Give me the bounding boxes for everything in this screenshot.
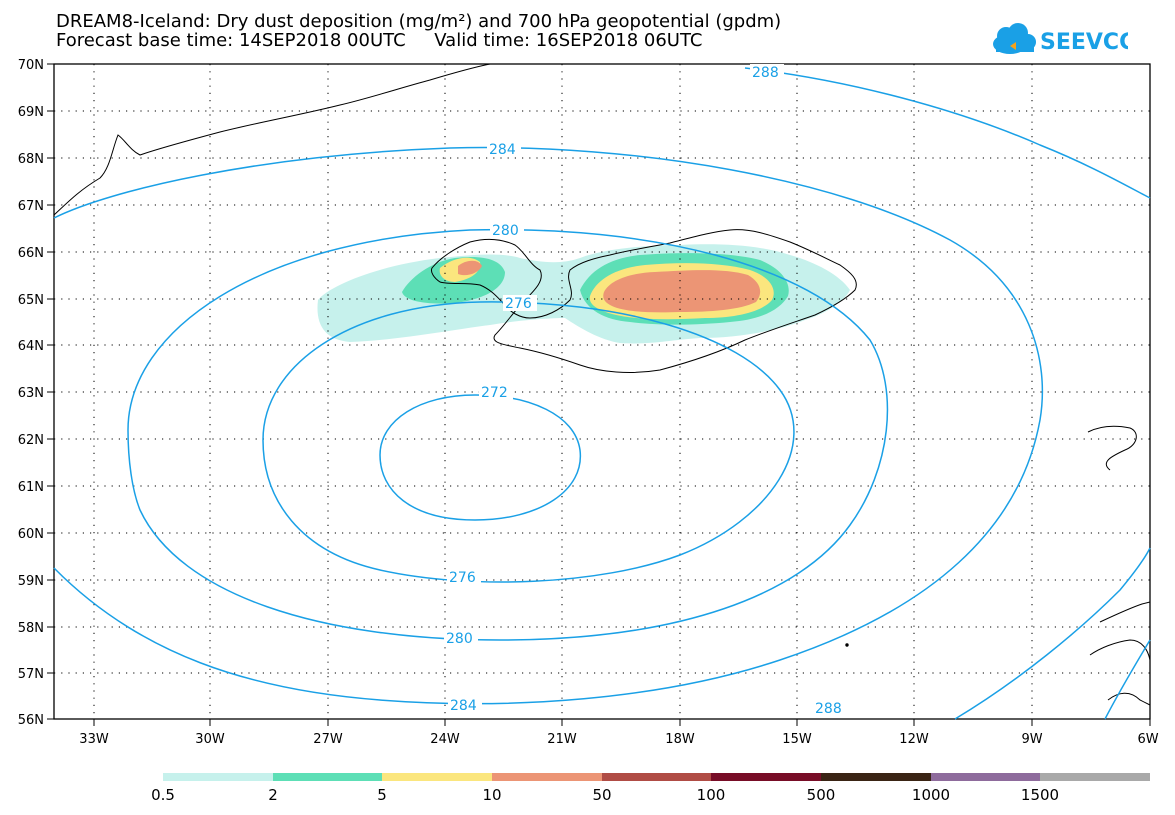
lat-label: 63N [18,386,44,401]
lon-label: 9W [1021,732,1042,747]
lat-label: 57N [18,667,44,682]
legend-label: 5 [377,786,387,804]
color-legend [163,773,1151,781]
lat-label: 66N [18,246,44,261]
lon-label: 15W [782,732,812,747]
contour-label: 276 [449,570,476,586]
legend-label: 1000 [911,786,951,804]
lat-label: 60N [18,527,44,542]
graticule [54,64,1150,719]
contour-label: 284 [489,142,516,158]
contour-280 [127,228,889,641]
legend-label: 1500 [1020,786,1060,804]
lon-label: 24W [430,732,460,747]
contour-label: 280 [446,631,473,647]
legend-label: 500 [806,786,836,804]
contour-label: 276 [505,296,532,312]
legend-swatch [601,773,712,781]
tick-marks [47,63,1151,726]
lon-label: 21W [547,732,577,747]
lon-label: 33W [79,732,109,747]
lat-label: 61N [18,480,44,495]
contour-label: 288 [815,701,842,717]
contour-276 [262,301,795,583]
contour-284 [53,146,1044,705]
cloud-icon [993,23,1036,54]
lat-label: 59N [18,574,44,589]
contour-272 [379,394,582,521]
map-subtitle: Forecast base time: 14SEP2018 00UTC Vali… [56,30,703,51]
contour-label: 284 [450,698,477,714]
lon-label: 27W [313,732,343,747]
geopotential-contours [53,67,1151,720]
coastlines [53,63,1151,706]
lat-label: 56N [18,713,44,728]
legend-swatch [930,773,1041,781]
latitude-labels: 70N 69N 68N 67N 66N 65N 64N 63N 62N 61N … [18,58,44,728]
logo-text: SEEVCCC [1040,30,1128,55]
legend-swatch [711,773,822,781]
lon-label: 18W [665,732,695,747]
legend-swatch [492,773,602,781]
contour-label: 272 [481,385,508,401]
contour-288-se [1104,639,1151,720]
legend-swatch [163,773,273,781]
lat-label: 69N [18,105,44,120]
legend-label: 100 [696,786,726,804]
longitude-labels: 33W 30W 27W 24W 21W 18W 15W 12W 9W 6W [79,732,1158,747]
scotland-coast [1089,601,1151,706]
lat-label: 65N [18,293,44,308]
lon-label: 30W [195,732,225,747]
lat-label: 70N [18,58,44,73]
greenland-coast [53,63,491,216]
dust-level-10 [458,260,761,313]
lon-label: 6W [1137,732,1158,747]
lat-label: 64N [18,339,44,354]
dust-deposition-field [317,244,851,344]
legend-swatch [272,773,383,781]
legend-label: 50 [592,786,612,804]
legend-label: 10 [482,786,502,804]
legend-swatch [1040,773,1151,781]
contour-label: 280 [492,223,519,239]
faroe-coast [1087,425,1137,471]
contour-label: 288 [752,65,779,81]
lat-label: 62N [18,433,44,448]
map-title: DREAM8-Iceland: Dry dust deposition (mg/… [56,11,782,32]
lat-label: 58N [18,621,44,636]
contour-labels: 288 284 280 276 272 276 280 284 288 [444,64,847,717]
legend-swatch [821,773,931,781]
legend-label: 0.5 [151,786,175,804]
legend-label: 2 [268,786,278,804]
lon-label: 12W [899,732,929,747]
legend-swatch [382,773,493,781]
lat-label: 68N [18,152,44,167]
seevccc-logo: SEEVCCC [993,23,1128,55]
contour-288-north [744,67,1151,199]
contour-288-south [954,547,1151,720]
lat-label: 67N [18,199,44,214]
